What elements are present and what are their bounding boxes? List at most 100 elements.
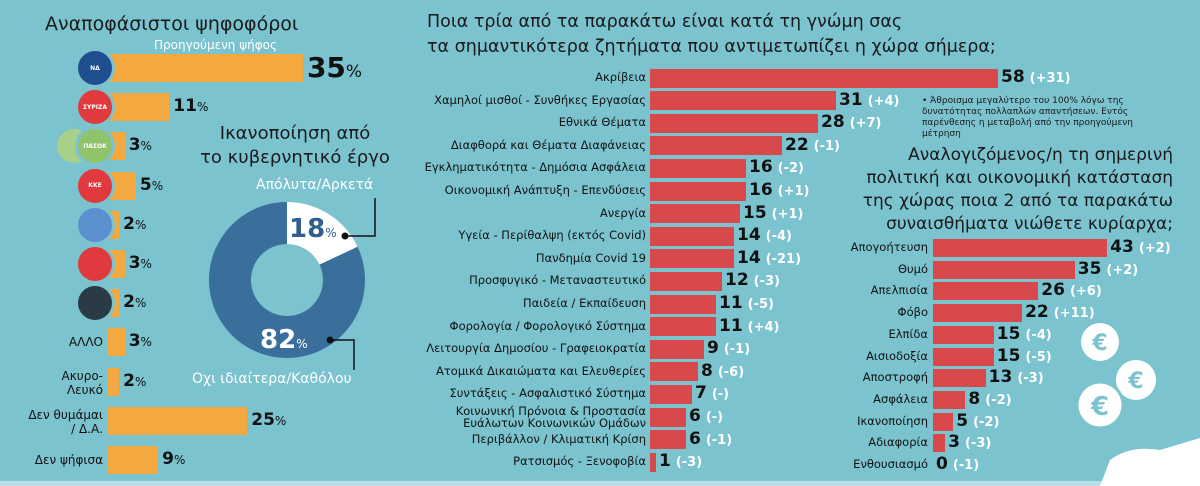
bar (650, 271, 722, 291)
change-label: (-1) (723, 342, 751, 358)
change-label: (-4) (765, 229, 792, 245)
value-label: 58 (+31) (1001, 67, 1071, 87)
mera25-logo (75, 244, 115, 284)
bar (933, 434, 946, 453)
value-label: 43 (+2) (1110, 237, 1171, 257)
value-label: 15 (-5) (997, 346, 1052, 366)
change-label: (-2) (985, 392, 1012, 408)
value: 9 (162, 449, 174, 469)
change-label: (+2) (1138, 241, 1171, 256)
value-label: 3% (129, 253, 152, 273)
value: 2 (123, 370, 135, 391)
svg-text:€: € (1127, 369, 1143, 394)
bar (650, 226, 734, 246)
category-label: Εγκληματικότητα - Δημόσια Ασφάλεια (424, 160, 646, 175)
bottom-strip (0, 481, 1200, 486)
value: 25 (251, 409, 275, 430)
bar (650, 181, 746, 201)
value: 15 (743, 202, 767, 223)
euro-coin-icon: € (1081, 323, 1119, 361)
change-label: (+11) (1053, 306, 1095, 322)
value: 31 (839, 89, 863, 110)
category-label: Θυμό (897, 261, 928, 276)
value: 0 (936, 454, 948, 474)
unit: % (140, 139, 152, 154)
category-label: ΑΛΛΟ (68, 335, 103, 350)
category-label: Λειτουργία Δημοσίου - Γραφειοκρατία (426, 341, 646, 356)
category-label: Συντάξεις - Ασφαλιστικό Σύστημα (449, 386, 647, 401)
bar (933, 390, 966, 409)
slice-label-satisfied: Απόλυτα/Αρκετά (256, 177, 374, 193)
unit: % (134, 217, 147, 232)
value-label: 15 (-4) (997, 324, 1052, 344)
category-label: Αδιαφορία (868, 435, 928, 450)
bar (933, 325, 994, 344)
category-label: Προσφυγικό - Μεταναστευτικό (469, 273, 646, 288)
value-label: 6 (-1) (689, 429, 732, 449)
hand-icon (1100, 438, 1200, 486)
bar (650, 158, 746, 178)
value-label: 11% (173, 96, 208, 116)
value: 3 (128, 253, 141, 273)
bar (650, 68, 998, 88)
value-label: 12 (-3) (725, 270, 780, 290)
satisfaction-title: Ικανοποίηση από το κυβερνητικό έργο (200, 123, 390, 168)
bar (933, 369, 986, 388)
value: 1 (659, 451, 671, 472)
bar (933, 260, 1075, 279)
bar (650, 362, 698, 382)
value-label: 9 (-1) (707, 338, 750, 358)
value: 15 (996, 345, 1021, 366)
donut-slice (287, 202, 358, 265)
kke-logo: ΚΚΕ (75, 165, 115, 206)
change-label: (-6) (717, 364, 745, 380)
value: 2 (123, 292, 135, 313)
issues-title: Ποια τρία από τα παρακάτω είναι κατά τη … (427, 12, 996, 57)
category-label: Οικονομική Ανάπτυξη - Επενδύσεις (444, 183, 646, 197)
change-label: (+1) (777, 184, 810, 199)
change-label: (-3) (753, 274, 780, 290)
footnote: • Άθροισμα μεγαλύτερο του 100% λόγω της … (922, 96, 1133, 139)
value: 2 (123, 213, 135, 234)
bar (650, 317, 716, 337)
category-label: Ακρίβεια (595, 70, 646, 84)
value: 8 (701, 360, 713, 381)
value: 13 (988, 367, 1013, 388)
change-label: (+2) (1106, 262, 1139, 278)
satisfaction-donut-chart (208, 198, 376, 370)
euro-coin-icon: € (1075, 380, 1125, 430)
unit: % (345, 62, 363, 82)
category-label: Διαφθορά και Θέματα Διαφάνειας (450, 137, 646, 152)
value-label: 5% (140, 175, 163, 195)
value-label: 3% (129, 135, 152, 155)
value-label: 11 (+4) (719, 316, 780, 336)
value-label: 0 (-1) (936, 454, 979, 474)
category-label: Ανεργία (599, 205, 646, 220)
category-label: Χαμηλοί μισθοί - Συνθήκες Εργασίας (434, 92, 646, 107)
donut-slice (208, 202, 365, 358)
value-label: 16 (-2) (749, 157, 804, 177)
change-label: (-2) (777, 161, 804, 177)
category-label: Δεν θυμάμαι / Δ.Α. (28, 407, 103, 436)
bar (933, 239, 1108, 257)
category-label: Ακυρο- Λευκό (61, 368, 103, 397)
change-label: (-3) (675, 455, 703, 471)
bar (108, 446, 159, 474)
bar (650, 452, 656, 472)
bar (933, 412, 954, 431)
nd-logo: ΝΔ (75, 48, 115, 88)
category-label: Πανδημία Covid 19 (535, 250, 646, 265)
unit: % (151, 178, 164, 193)
value: 11 (719, 293, 743, 313)
unit: % (140, 257, 152, 271)
change-label: (-2) (973, 414, 1000, 430)
category-label: Υγεία - Περίθαλψη (εκτός Covid) (458, 228, 646, 243)
bar (933, 347, 994, 366)
bar (650, 407, 686, 427)
slice-value-satisfied: 18% (289, 214, 337, 244)
unit: % (173, 453, 186, 467)
value: 15 (996, 323, 1021, 344)
value: 11 (173, 96, 197, 117)
leader-line (345, 198, 376, 237)
value: 16 (749, 180, 773, 200)
